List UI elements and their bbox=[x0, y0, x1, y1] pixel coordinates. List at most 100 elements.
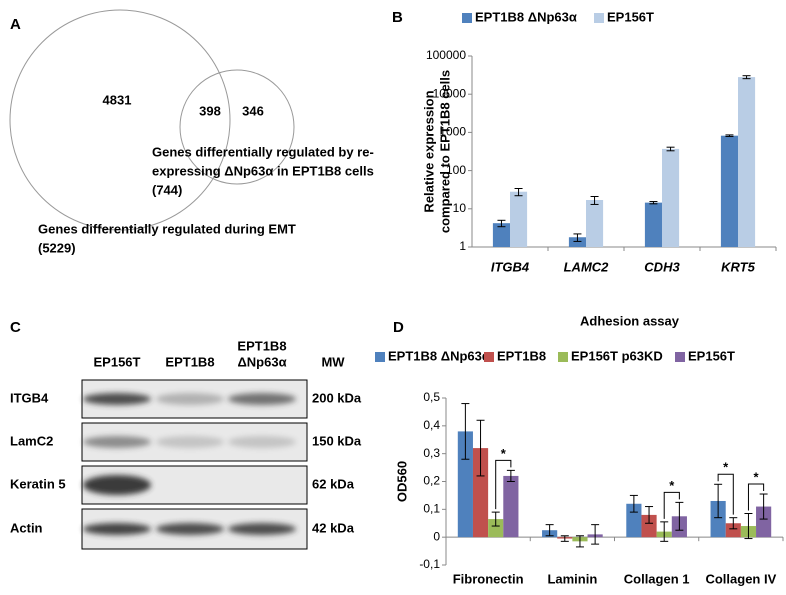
venn-circle bbox=[9, 9, 231, 231]
mw-label: 62 kDa bbox=[312, 476, 355, 491]
mw-label: 200 kDa bbox=[312, 390, 362, 405]
bar bbox=[510, 191, 528, 247]
error-bar bbox=[759, 493, 768, 520]
blot-band bbox=[228, 393, 296, 405]
mw-label: 42 kDa bbox=[312, 520, 355, 535]
legend-label: EPT1B8 bbox=[497, 348, 546, 363]
bar bbox=[644, 202, 662, 247]
chart-title: Adhesion assay bbox=[580, 313, 680, 328]
bar bbox=[662, 148, 680, 247]
x-tick-label: ITGB4 bbox=[491, 259, 530, 274]
error-bar bbox=[725, 134, 734, 138]
bar bbox=[503, 475, 519, 538]
x-tick-label: KRT5 bbox=[721, 259, 755, 274]
y-axis-label: compared to EPT1B8 cells bbox=[437, 70, 452, 233]
error-bar bbox=[514, 187, 523, 197]
panel-label: C bbox=[10, 319, 21, 336]
blot-band bbox=[156, 523, 224, 535]
venn-label: Genes differentially regulated during EM… bbox=[38, 221, 296, 236]
y-tick-label: 0,3 bbox=[423, 446, 440, 460]
blot-band bbox=[228, 523, 296, 535]
bar bbox=[472, 448, 489, 538]
x-tick-label: Collagen IV bbox=[705, 571, 776, 586]
x-tick-label: Laminin bbox=[547, 571, 597, 586]
y-tick-label: 1 bbox=[459, 239, 466, 253]
venn-label: (744) bbox=[152, 182, 182, 197]
significance-star: * bbox=[501, 446, 507, 461]
row-label: Keratin 5 bbox=[10, 476, 66, 491]
legend-swatch bbox=[558, 352, 568, 362]
error-bar bbox=[591, 524, 600, 545]
bar bbox=[641, 514, 657, 538]
bar bbox=[710, 500, 726, 538]
panel-label: B bbox=[392, 9, 403, 26]
column-header: EP156T bbox=[94, 354, 141, 369]
venn-count: 398 bbox=[199, 103, 221, 118]
bar bbox=[756, 506, 772, 538]
legend-swatch bbox=[594, 13, 604, 23]
x-tick-label: CDH3 bbox=[644, 259, 680, 274]
legend-swatch bbox=[462, 13, 472, 23]
error-bar bbox=[575, 535, 584, 548]
blot-band bbox=[83, 523, 151, 535]
legend-label: EP156T bbox=[688, 348, 735, 363]
venn-count: 346 bbox=[242, 103, 264, 118]
error-bar bbox=[491, 511, 500, 527]
error-bar bbox=[729, 517, 738, 530]
error-bar bbox=[744, 513, 753, 540]
error-bar bbox=[545, 524, 554, 537]
x-tick-label: LAMC2 bbox=[564, 259, 610, 274]
blot-band bbox=[83, 475, 151, 495]
y-tick-label: 0,2 bbox=[423, 474, 440, 488]
venn-circle bbox=[179, 69, 295, 185]
significance-star: * bbox=[669, 478, 675, 493]
bar bbox=[720, 135, 738, 247]
venn-label: expressing ΔNp63α in EPT1B8 cells bbox=[152, 163, 374, 178]
y-tick-label: 10000 bbox=[433, 86, 467, 100]
mw-label: 150 kDa bbox=[312, 433, 362, 448]
column-header: ΔNp63α bbox=[237, 354, 286, 369]
legend-label: EP156T bbox=[607, 9, 654, 24]
column-header: EPT1B8 bbox=[237, 338, 286, 353]
bar bbox=[725, 523, 741, 538]
venn-label: (5229) bbox=[38, 240, 76, 255]
error-bar bbox=[573, 233, 582, 242]
bar bbox=[492, 223, 510, 247]
x-tick-label: Collagen 1 bbox=[624, 571, 690, 586]
blot-band bbox=[228, 436, 296, 448]
error-bar bbox=[675, 501, 684, 531]
error-bar bbox=[629, 494, 638, 513]
error-bar bbox=[590, 195, 599, 205]
error-bar bbox=[742, 75, 751, 80]
row-label: ITGB4 bbox=[10, 390, 49, 405]
y-tick-label: 100 bbox=[446, 163, 466, 177]
row-label: Actin bbox=[10, 520, 43, 535]
venn-count: 4831 bbox=[103, 92, 132, 107]
error-bar bbox=[649, 201, 658, 205]
significance-bracket bbox=[747, 483, 765, 511]
column-header: MW bbox=[321, 354, 345, 369]
significance-bracket bbox=[495, 459, 512, 510]
panel-label: D bbox=[393, 319, 404, 336]
error-bar bbox=[461, 403, 470, 460]
bar bbox=[488, 519, 504, 538]
y-tick-label: 10 bbox=[453, 201, 467, 215]
blot-band bbox=[156, 393, 224, 405]
panel-label: A bbox=[10, 16, 21, 33]
y-tick-label: 0,4 bbox=[423, 418, 440, 432]
bar bbox=[738, 77, 756, 247]
bar bbox=[457, 431, 473, 538]
legend-swatch bbox=[484, 352, 494, 362]
legend-swatch bbox=[675, 352, 685, 362]
blot-band bbox=[83, 393, 151, 405]
y-tick-label: 0,1 bbox=[423, 502, 440, 516]
error-bar bbox=[497, 219, 506, 228]
y-tick-label: 1000 bbox=[439, 125, 466, 139]
y-axis-label: Relative expression bbox=[421, 90, 436, 212]
error-bar bbox=[476, 419, 485, 477]
blot-band bbox=[83, 436, 151, 448]
error-bar bbox=[560, 535, 569, 542]
y-tick-label: 100000 bbox=[426, 48, 466, 62]
significance-star: * bbox=[723, 460, 729, 475]
